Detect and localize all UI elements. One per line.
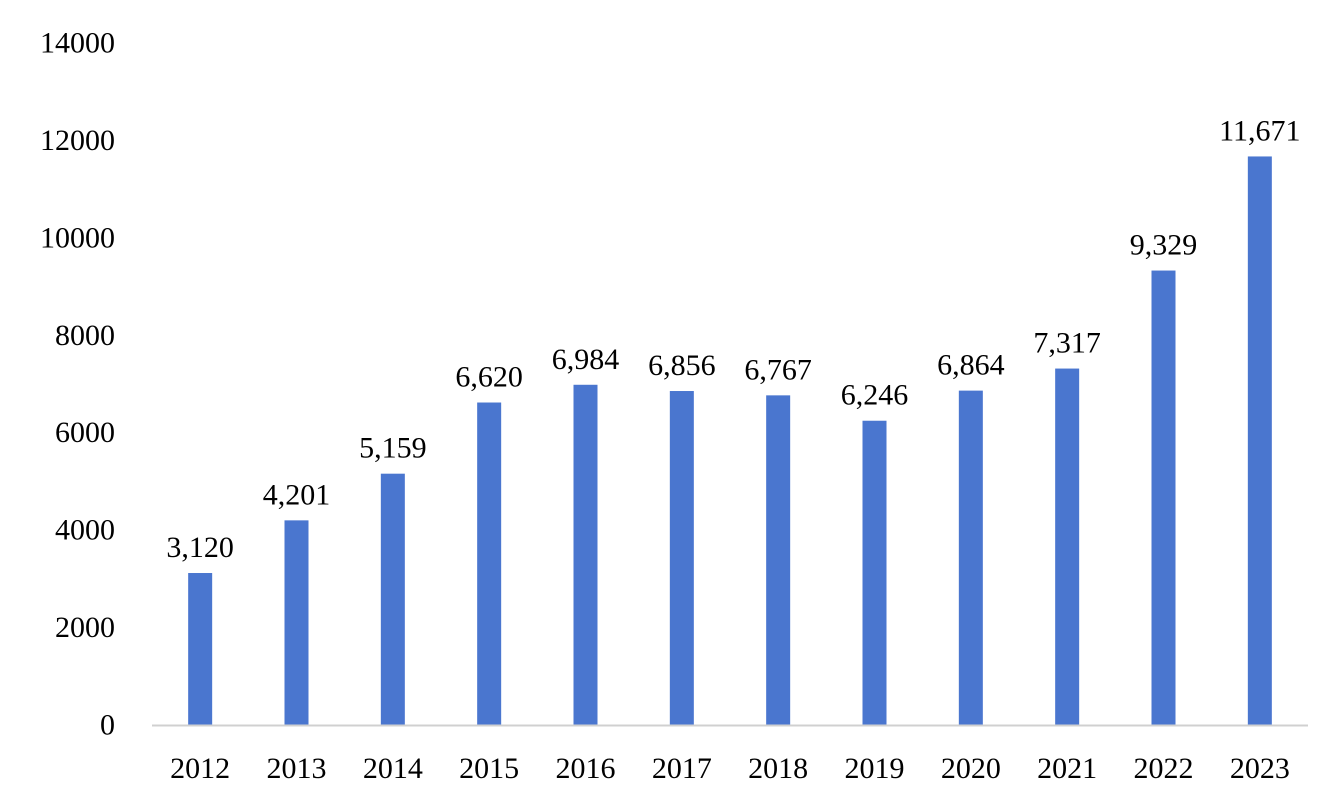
bar	[477, 402, 502, 725]
data-labels: 3,120 4,201 5,159 6,620 6,984 6,856 6,767 6,246…	[166, 114, 1300, 564]
x-tick-label: 2020	[941, 752, 1001, 785]
data-label: 6,984	[552, 343, 620, 376]
y-tick-label: 6000	[55, 416, 115, 449]
x-tick-label: 2018	[748, 752, 808, 785]
x-tick-label: 2014	[363, 752, 423, 785]
data-label: 6,864	[937, 349, 1005, 382]
x-tick-label: 2012	[170, 752, 230, 785]
bar	[862, 420, 887, 725]
x-tick-label: 2015	[459, 752, 519, 785]
y-axis: 0 2000 4000 6000 8000 10000 12000 14000	[40, 27, 115, 742]
data-label: 6,856	[648, 349, 716, 382]
data-label: 3,120	[166, 531, 234, 564]
data-label: 7,317	[1033, 327, 1101, 360]
x-tick-label: 2017	[652, 752, 712, 785]
bar	[958, 390, 983, 725]
bars	[188, 156, 1272, 725]
y-tick-label: 14000	[40, 27, 115, 60]
data-label: 6,767	[744, 353, 812, 386]
data-label: 6,246	[841, 379, 909, 412]
y-tick-label: 12000	[40, 124, 115, 157]
bar	[573, 384, 598, 725]
bar	[1247, 156, 1272, 725]
y-tick-label: 0	[100, 709, 115, 742]
bar	[1151, 270, 1176, 725]
y-tick-label: 4000	[55, 514, 115, 547]
y-tick-label: 2000	[55, 611, 115, 644]
y-tick-label: 10000	[40, 221, 115, 254]
bar	[1055, 368, 1080, 725]
x-tick-label: 2016	[556, 752, 616, 785]
x-tick-label: 2019	[845, 752, 905, 785]
x-tick-label: 2021	[1037, 752, 1097, 785]
x-tick-label: 2013	[267, 752, 327, 785]
data-label: 6,620	[455, 361, 523, 394]
x-axis: 2012 2013 2014 2015 2016 2017 2018 2019 2020 2021…	[170, 752, 1290, 785]
data-label: 4,201	[263, 478, 331, 511]
bar	[380, 473, 405, 725]
bar	[284, 520, 309, 725]
bar	[669, 391, 694, 725]
bar	[188, 573, 213, 725]
y-tick-label: 8000	[55, 319, 115, 352]
bar	[766, 395, 791, 725]
data-label: 5,159	[359, 432, 427, 465]
data-label: 11,671	[1219, 114, 1300, 147]
x-tick-label: 2022	[1134, 752, 1194, 785]
data-label: 9,329	[1130, 229, 1198, 262]
x-tick-label: 2023	[1230, 752, 1290, 785]
